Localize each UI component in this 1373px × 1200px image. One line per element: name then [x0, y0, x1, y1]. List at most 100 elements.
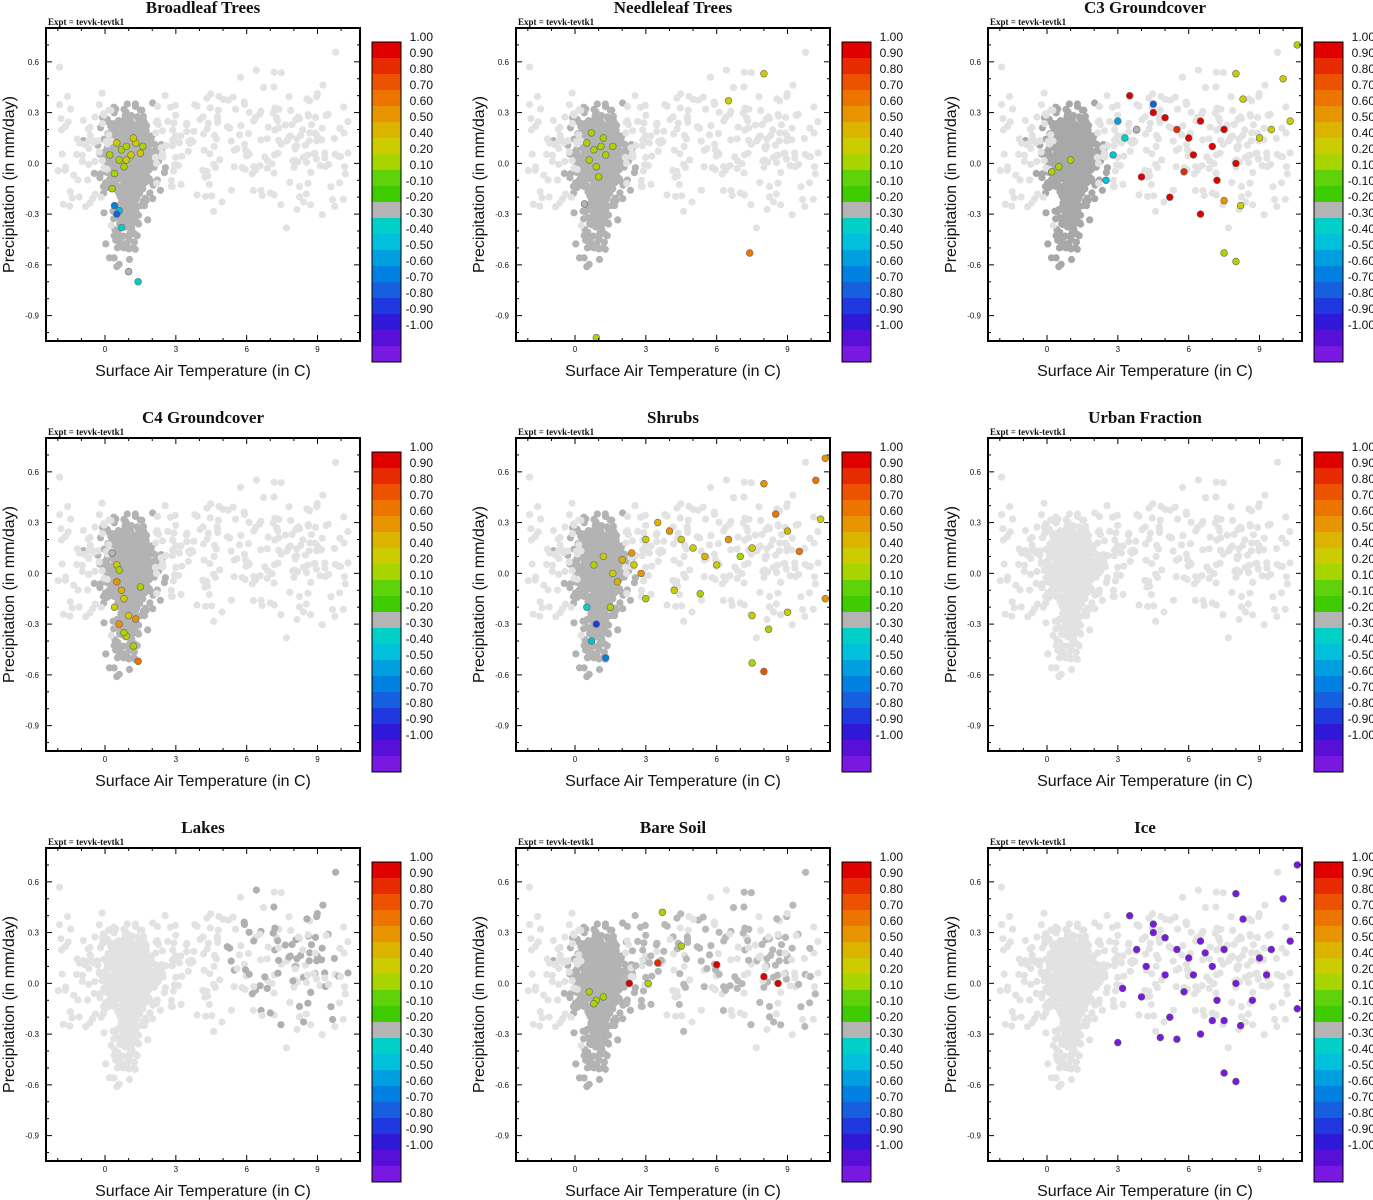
data-point: [602, 595, 610, 603]
data-point: [663, 191, 671, 199]
data-point: [1020, 157, 1028, 165]
colorbar-swatch: [842, 346, 871, 362]
data-point: [128, 165, 136, 173]
data-point: [632, 142, 640, 150]
data-point: [571, 558, 579, 566]
data-point: [1080, 106, 1088, 114]
data-point: [677, 90, 685, 98]
data-point: [299, 536, 307, 544]
data-point: [125, 665, 134, 674]
data-point: [619, 195, 627, 203]
data-point-colored: [1220, 196, 1228, 205]
data-point: [772, 190, 780, 198]
colorbar-label: 0.90: [410, 46, 434, 60]
x-axis-label: Surface Air Temperature (in C): [95, 363, 311, 380]
data-point: [109, 122, 117, 131]
data-point: [540, 171, 548, 179]
data-point: [674, 119, 682, 127]
panel-title: Needleleaf Trees: [614, 0, 733, 17]
data-point: [806, 152, 815, 161]
data-point: [715, 108, 723, 116]
data-point: [177, 132, 185, 140]
data-point: [109, 532, 117, 541]
data-point: [164, 117, 172, 125]
points-layer: [524, 28, 822, 341]
data-point: [1146, 119, 1154, 127]
data-point: [113, 673, 121, 681]
data-point: [1079, 120, 1087, 128]
data-point: [208, 192, 216, 200]
data-point: [311, 523, 320, 531]
data-point: [1205, 164, 1213, 172]
data-point: [600, 238, 608, 246]
data-point: [727, 136, 735, 144]
data-point: [264, 123, 272, 131]
data-point: [90, 169, 98, 177]
data-point: [215, 92, 223, 101]
data-point: [344, 559, 352, 567]
data-point: [319, 81, 327, 89]
data-point: [119, 197, 127, 205]
data-point: [319, 491, 327, 499]
data-point: [780, 150, 788, 158]
data-point: [109, 144, 117, 152]
data-point: [318, 136, 326, 144]
data-point: [310, 560, 318, 568]
data-point: [595, 255, 604, 264]
data-point: [229, 93, 237, 101]
colorbar-label: 0.40: [1352, 126, 1373, 140]
data-point: [275, 124, 283, 132]
data-point: [340, 129, 348, 137]
data-point: [172, 563, 180, 571]
data-point: [125, 235, 133, 243]
data-point: [584, 647, 592, 655]
data-point: [183, 538, 191, 546]
data-point: [1021, 116, 1029, 125]
data-point: [809, 195, 817, 203]
data-point: [726, 162, 734, 170]
data-point: [199, 130, 208, 138]
data-point: [777, 201, 785, 209]
data-point: [740, 83, 748, 91]
data-point: [596, 113, 604, 121]
data-point: [208, 602, 216, 610]
data-point: [66, 202, 74, 210]
data-point: [676, 104, 684, 112]
colorbar-swatch: [372, 676, 401, 692]
colorbar-label: -0.90: [406, 302, 434, 316]
data-point: [565, 101, 573, 109]
data-point: [1054, 152, 1062, 160]
data-point: [151, 153, 159, 161]
data-point: [770, 198, 778, 206]
data-point: [277, 201, 285, 209]
data-point: [56, 511, 64, 519]
data-point: [1056, 237, 1064, 245]
data-point: [604, 630, 613, 638]
data-point: [1055, 244, 1063, 252]
data-point: [1017, 193, 1025, 201]
data-point: [774, 111, 782, 119]
data-point: [178, 562, 186, 570]
colorbar-label: -0.10: [876, 174, 904, 188]
data-point: [58, 560, 66, 568]
data-point: [113, 263, 121, 271]
data-point: [1249, 168, 1257, 176]
data-point: [1070, 165, 1078, 173]
data-point: [560, 169, 568, 177]
data-point: [133, 523, 141, 531]
data-point: [64, 92, 72, 101]
data-point: [685, 92, 693, 101]
data-point: [589, 554, 597, 562]
data-point: [577, 221, 585, 230]
data-point: [137, 530, 145, 538]
data-point: [760, 163, 768, 171]
data-point: [1237, 182, 1246, 191]
data-point: [306, 539, 314, 547]
colorbar-label: -0.20: [406, 600, 434, 614]
data-point: [1187, 108, 1195, 116]
data-point: [152, 539, 160, 547]
data-point: [581, 590, 590, 598]
data-point: [678, 192, 686, 200]
data-point: [769, 126, 777, 134]
